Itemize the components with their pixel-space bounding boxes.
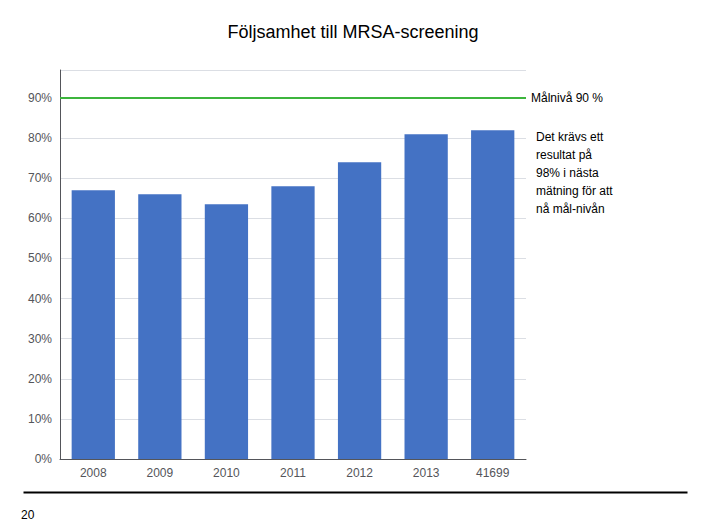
svg-text:Det krävs ett: Det krävs ett [536,130,604,144]
svg-text:70%: 70% [28,171,52,185]
svg-text:2013: 2013 [413,466,440,480]
svg-text:2011: 2011 [280,466,306,480]
svg-text:resultat på: resultat på [536,148,592,162]
svg-text:30%: 30% [28,332,52,346]
svg-text:41699: 41699 [476,466,510,480]
svg-text:0%: 0% [35,452,53,466]
svg-text:10%: 10% [28,412,52,426]
svg-text:2009: 2009 [147,466,174,480]
svg-text:20: 20 [21,508,35,522]
svg-text:2008: 2008 [80,466,107,480]
svg-text:Följsamhet till MRSA-screening: Följsamhet till MRSA-screening [227,22,478,42]
svg-text:nå mål-nivån: nå mål-nivån [536,202,605,216]
svg-text:20%: 20% [28,372,52,386]
svg-text:Målnivå 90 %: Målnivå 90 % [531,91,603,105]
svg-text:40%: 40% [28,292,52,306]
svg-text:80%: 80% [28,131,52,145]
svg-text:90%: 90% [28,91,52,105]
svg-text:98% i nästa: 98% i nästa [536,166,599,180]
svg-text:60%: 60% [28,211,52,225]
svg-text:2012: 2012 [346,466,373,480]
svg-text:mätning för att: mätning för att [536,184,613,198]
svg-text:50%: 50% [28,251,52,265]
svg-text:2010: 2010 [213,466,240,480]
